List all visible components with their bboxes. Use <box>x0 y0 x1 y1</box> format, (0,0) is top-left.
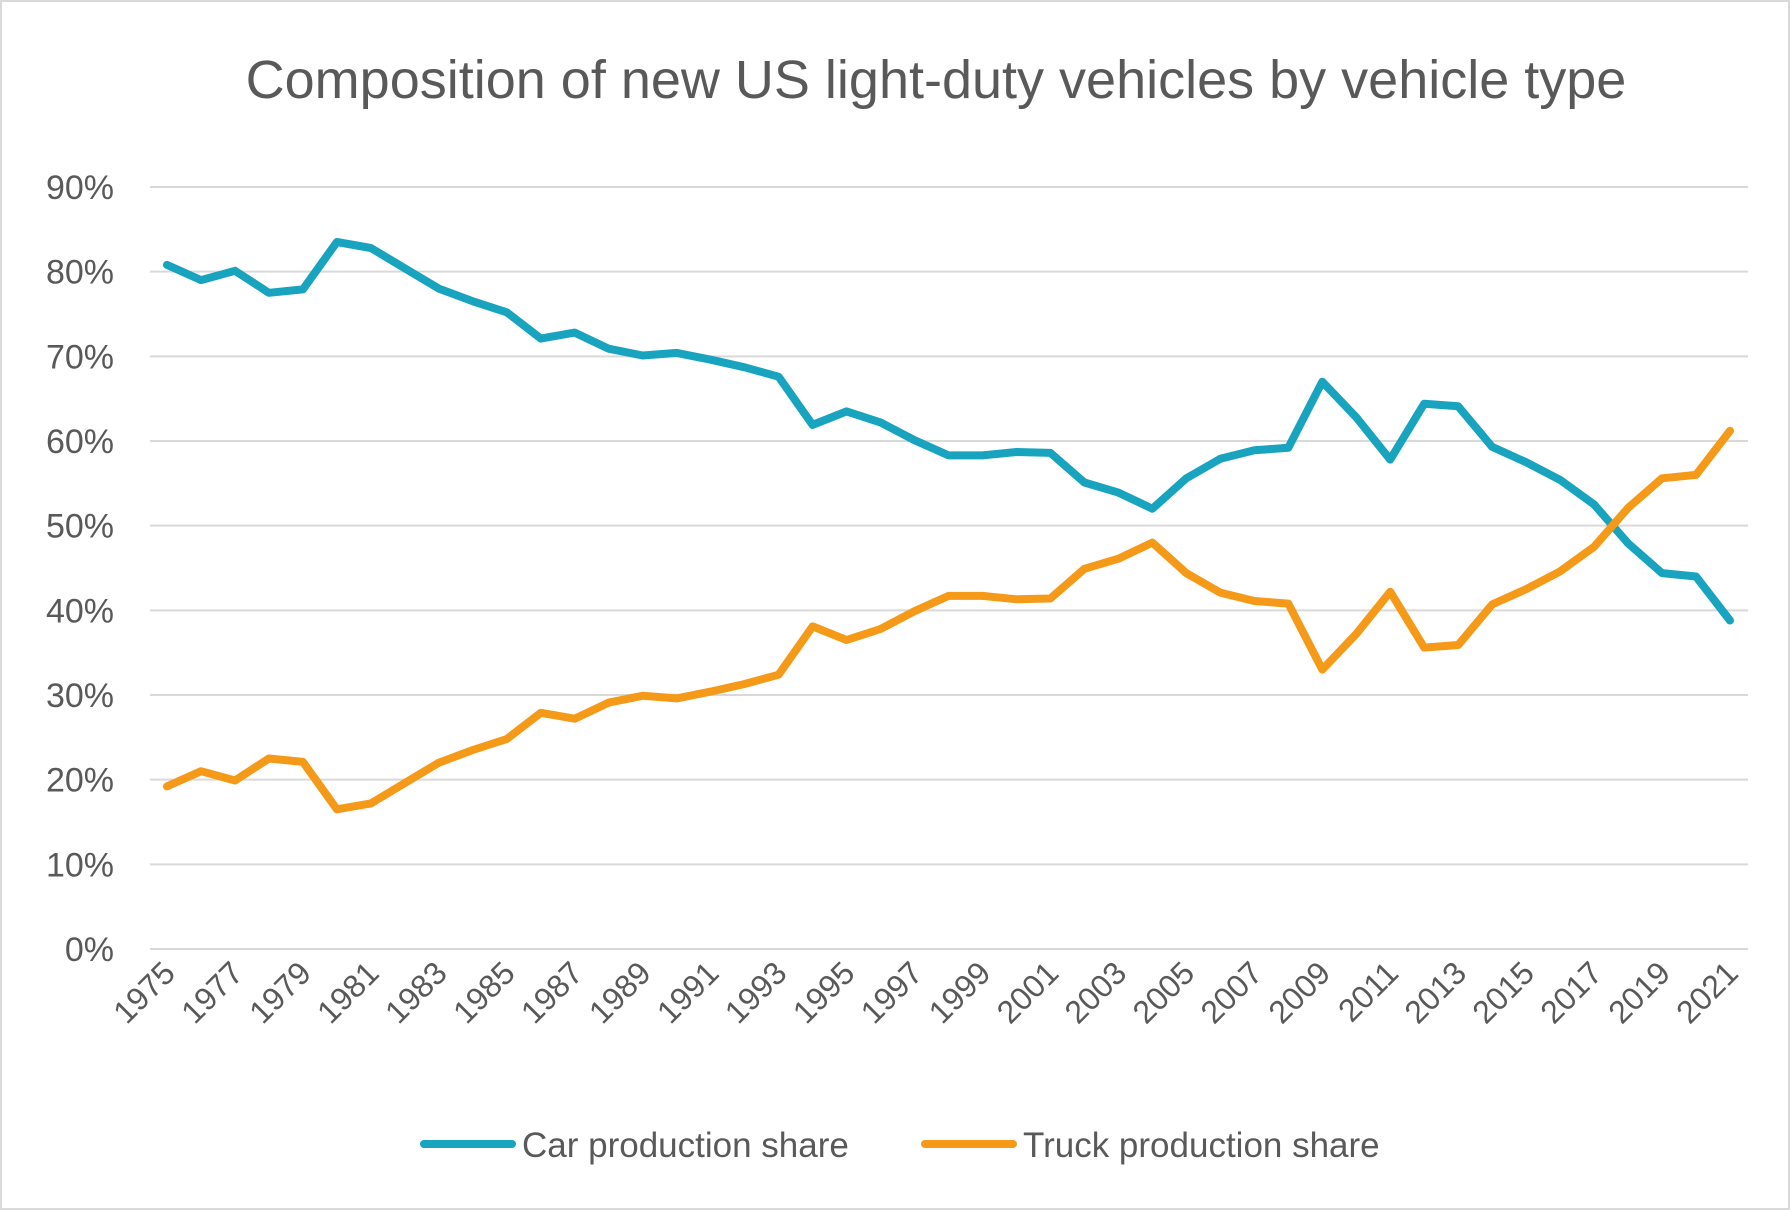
gridlines <box>150 186 1748 950</box>
x-tick-label: 1981 <box>310 954 386 1030</box>
x-tick-label: 2019 <box>1601 954 1677 1030</box>
y-tick-label: 90% <box>46 169 114 207</box>
x-tick-label: 2017 <box>1533 954 1609 1030</box>
x-tick-label: 2007 <box>1193 954 1269 1030</box>
x-tick-label: 2013 <box>1397 954 1473 1030</box>
chart-title: Composition of new US light-duty vehicle… <box>246 50 1627 110</box>
series-line-truck <box>163 426 1734 814</box>
y-tick-label: 70% <box>46 338 114 376</box>
x-tick-label: 1985 <box>446 954 522 1030</box>
x-tick-label: 1993 <box>718 954 794 1030</box>
legend-label-car: Car production share <box>522 1126 849 1165</box>
x-tick-label: 1987 <box>514 954 590 1030</box>
x-tick-label: 1975 <box>106 954 182 1030</box>
x-tick-label: 1979 <box>242 954 318 1030</box>
y-tick-label: 60% <box>46 423 114 461</box>
y-tick-label: 40% <box>46 592 114 630</box>
x-tick-label: 1977 <box>174 954 250 1030</box>
y-tick-label: 80% <box>46 254 114 292</box>
y-axis-ticks: 0% 10% 20% 30% 40% 50% 60% 70% 80% 90% <box>46 169 114 969</box>
x-tick-label: 1997 <box>854 954 930 1030</box>
x-tick-label: 2003 <box>1058 954 1134 1030</box>
x-tick-label: 1991 <box>650 954 726 1030</box>
x-axis-ticks: 1975197719791981198319851987198919911993… <box>106 954 1745 1030</box>
x-tick-label: 2005 <box>1126 954 1202 1030</box>
x-tick-label: 2001 <box>990 954 1066 1030</box>
y-tick-label: 50% <box>46 508 114 546</box>
x-tick-label: 1989 <box>582 954 658 1030</box>
series-lines <box>163 238 1734 814</box>
legend-label-truck: Truck production share <box>1023 1126 1380 1165</box>
x-tick-label: 1983 <box>378 954 454 1030</box>
legend: Car production share Truck production sh… <box>420 1126 1380 1165</box>
x-tick-label: 2015 <box>1465 954 1541 1030</box>
series-line-car <box>163 238 1734 625</box>
x-tick-label: 2021 <box>1669 954 1745 1030</box>
y-tick-label: 10% <box>46 846 114 884</box>
x-tick-label: 2011 <box>1331 954 1405 1028</box>
y-tick-label: 0% <box>65 931 114 969</box>
x-tick-label: 1995 <box>786 954 862 1030</box>
y-tick-label: 30% <box>46 677 114 715</box>
y-tick-label: 20% <box>46 762 114 800</box>
x-tick-label: 1999 <box>922 954 998 1030</box>
x-tick-label: 2009 <box>1261 954 1337 1030</box>
